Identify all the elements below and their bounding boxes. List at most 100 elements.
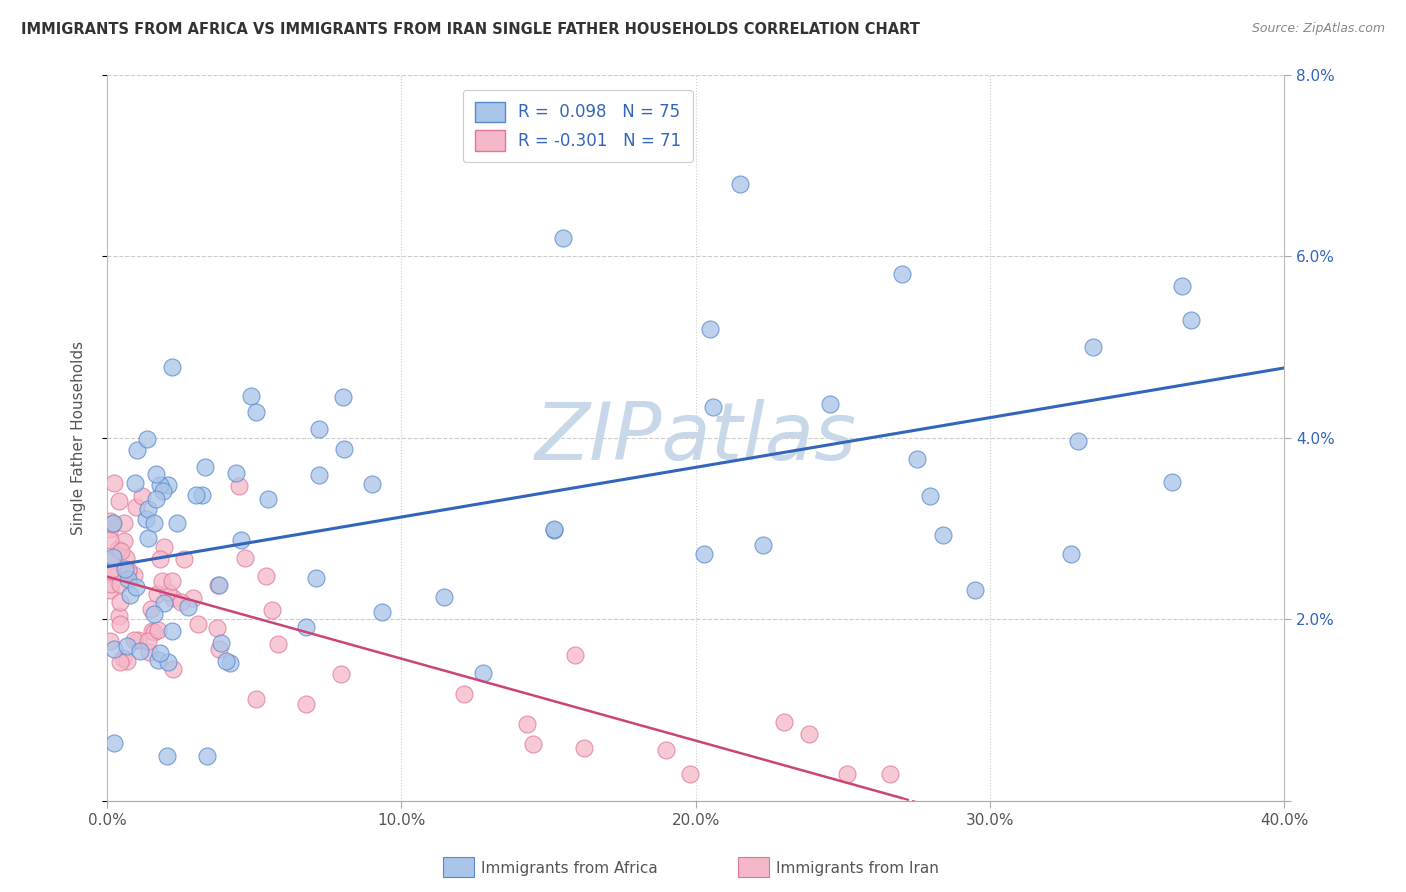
Point [162,662,184,676]
Point [215,654,238,668]
Point [143,516,166,530]
Point [162,360,184,375]
Point [149,646,172,660]
Point [139,602,162,616]
Point [835,767,858,781]
Point [108,655,131,669]
Point [115,654,138,668]
Point [1180,312,1202,326]
Point [305,571,328,585]
Point [370,605,392,619]
Point [152,540,174,554]
Point [1171,279,1194,293]
Point [108,616,131,631]
Point [108,577,131,591]
Point [156,748,179,763]
Point [98,533,121,547]
Point [564,648,586,662]
Point [110,544,132,558]
Point [122,632,145,647]
Point [905,452,928,467]
Point [108,595,131,609]
Point [254,568,277,582]
Point [890,268,912,282]
Point [1081,340,1104,354]
Point [799,727,821,741]
Point [208,578,231,592]
Point [136,432,159,446]
Point [308,421,330,435]
Point [194,459,217,474]
Point [103,641,125,656]
Point [128,632,150,647]
Point [145,492,167,507]
Point [294,620,316,634]
Text: Immigrants from Iran: Immigrants from Iran [776,862,939,876]
Point [433,591,456,605]
Point [752,538,775,552]
Point [114,562,136,576]
Point [146,653,169,667]
Point [112,516,135,531]
Point [152,483,174,498]
Point [181,591,204,606]
Point [125,442,148,457]
Text: ZIPatlas: ZIPatlas [534,399,856,477]
Point [543,523,565,537]
Point [115,551,138,566]
Point [150,574,173,588]
Point [145,467,167,482]
Point [239,389,262,403]
Point [679,767,702,781]
Point [162,624,184,638]
Point [98,564,121,578]
Point [655,743,678,757]
Point [103,736,125,750]
Point [333,442,356,456]
Point [143,624,166,639]
Point [131,489,153,503]
Point [699,322,721,336]
Point [170,595,193,609]
Point [879,767,901,781]
Point [117,564,139,578]
Point [125,500,148,514]
Point [262,603,284,617]
Point [98,566,121,580]
Point [1060,547,1083,561]
Point [148,624,170,638]
Point [225,466,247,480]
Point [173,551,195,566]
Point [162,574,184,588]
Point [100,517,122,532]
Point [157,655,180,669]
Point [245,404,267,418]
Point [98,514,121,528]
Point [308,467,330,482]
Point [522,737,544,751]
Point [728,177,751,191]
Point [112,533,135,548]
Point [702,401,724,415]
Point [124,476,146,491]
Point [148,551,170,566]
Point [190,488,212,502]
Point [98,522,121,536]
Point [143,607,166,621]
Point [117,563,139,577]
Point [207,621,229,635]
Point [146,586,169,600]
Point [136,531,159,545]
Point [108,609,131,624]
Point [1160,475,1182,489]
Point [245,692,267,706]
Point [207,578,229,592]
Point [136,502,159,516]
Point [295,698,318,712]
Point [187,617,209,632]
Text: Immigrants from Africa: Immigrants from Africa [481,862,658,876]
Point [920,489,942,503]
Point [360,477,382,491]
Point [329,667,352,681]
Point [101,516,124,531]
